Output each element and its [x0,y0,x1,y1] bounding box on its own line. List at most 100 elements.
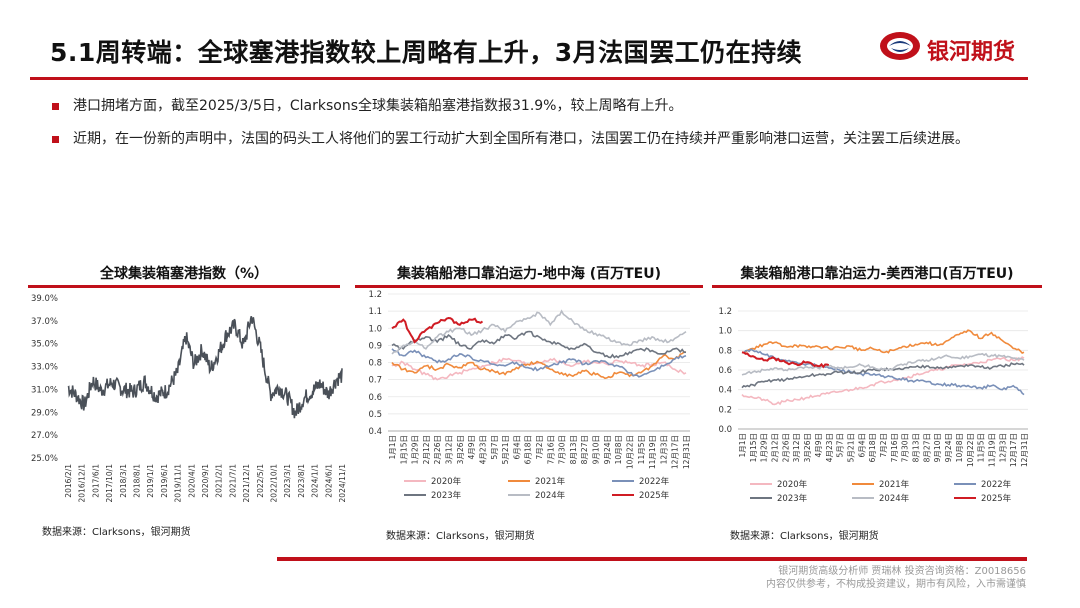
title-divider [30,77,1028,80]
footer-line-2: 内容仅供参考，不构成投资建议，期市有风险，入市需谨慎 [766,579,1026,590]
series-line-2023年 [391,330,687,359]
x-tick-label: 2018/8/1 [133,464,142,498]
x-tick-label: 2019/6/1 [160,464,169,498]
bullet-marker-icon [52,103,59,110]
bullet-2-text: 近期，在一份新的声明中，法国的码头工人将他们的罢工行动扩大到全国所有港口，法国罢… [73,131,969,147]
y-tick-label: 0.8 [718,346,732,356]
legend-label: 2025年 [981,493,1012,504]
x-tick-label: 7月30日 [901,433,910,462]
y-tick-label: 0.0 [718,425,732,435]
x-tick-label: 2019/11/1 [174,464,183,503]
x-tick-label: 6月4日 [857,433,866,458]
x-tick-label: 2023/3/1 [283,464,292,498]
legend-label: 2020年 [431,476,462,487]
series-line-congestion-index [67,316,343,419]
y-tick-label: 33.0% [31,363,58,373]
series-line-2025年 [391,316,484,344]
x-tick-label: 9月24日 [944,433,953,462]
x-tick-label: 11月19日 [987,433,996,467]
x-tick-label: 2022/10/1 [270,464,279,503]
x-tick-label: 12月31日 [1020,433,1029,467]
x-tick-label: 2017/10/1 [105,464,114,503]
page-title: 5.1周转端：全球塞港指数较上周略有上升，3月法国罢工仍在持续 [50,38,803,67]
legend-label: 2024年 [535,490,566,501]
series-line-2024年 [741,352,1025,376]
bullet-marker-icon [52,136,59,143]
x-tick-label: 8月13日 [569,435,578,464]
chart2-title-rule [355,285,703,288]
x-tick-label: 2021/12/1 [242,464,251,503]
x-tick-label: 2021/7/1 [228,464,237,498]
y-tick-label: 0.7 [368,376,382,386]
x-tick-label: 8月13日 [912,433,921,462]
legend-label: 2024年 [879,493,910,504]
x-tick-label: 2020/4/1 [187,464,196,498]
bullet-2: 近期，在一份新的声明中，法国的码头工人将他们的罢工行动扩大到全国所有港口，法国罢… [52,127,1045,152]
x-tick-label: 12月3日 [659,435,668,464]
brand-logo [880,32,920,60]
x-tick-label: 1月29日 [760,433,769,462]
x-tick-label: 8月27日 [580,435,589,464]
x-tick-label: 12月17日 [1009,433,1018,467]
x-tick-label: 9月10日 [933,433,942,462]
x-tick-label: 2017/6/1 [91,464,100,498]
x-tick-label: 7月16日 [890,433,899,462]
series-line-2022年 [391,348,687,378]
x-tick-label: 2019/1/1 [146,464,155,498]
x-tick-label: 5月7日 [490,435,499,460]
y-tick-label: 25.0% [31,454,58,464]
x-tick-label: 9月24日 [603,435,612,464]
x-tick-label: 7月16日 [546,435,555,464]
x-tick-label: 3月26日 [456,435,465,464]
x-tick-label: 2023/8/1 [297,464,306,498]
bullet-1: 港口拥堵方面，截至2025/3/5日，Clarksons全球集装箱船塞港指数报3… [52,94,1045,119]
y-tick-label: 1.2 [718,307,732,317]
x-tick-label: 2月12日 [422,435,431,464]
x-tick-label: 4月23日 [478,435,487,464]
bullet-1-text: 港口拥堵方面，截至2025/3/5日，Clarksons全球集装箱船塞港指数报3… [73,98,683,114]
y-tick-label: 1.0 [368,324,382,334]
footer-disclaimer: 银河期货高级分析师 贾瑞林 投资咨询资格：Z0018656 内容仅供参考，不构成… [766,565,1026,591]
x-tick-label: 7月2日 [535,435,544,460]
x-tick-label: 3月12日 [792,433,801,462]
x-tick-label: 1月1日 [738,433,747,458]
legend-label: 2025年 [639,490,670,501]
x-tick-label: 4月9日 [814,433,823,458]
chart2-source: 数据来源：Clarksons，银河期货 [386,531,535,542]
x-tick-label: 10月8日 [955,433,964,462]
chart-mediterranean-capacity: 0.4 0.5 0.6 0.7 0.8 0.9 1.0 1.1 1.2 1月1日 1月15日 1月29… [368,290,691,501]
x-tick-label: 5月21日 [501,435,510,464]
y-tick-label: 0.6 [368,393,382,403]
series-line-2021年 [391,351,687,380]
legend-label: 2023年 [431,490,462,501]
x-tick-label: 12月17日 [671,435,680,469]
x-tick-label: 4月9日 [467,435,476,460]
x-tick-label: 7月2日 [879,433,888,458]
x-tick-label: 3月26日 [803,433,812,462]
x-tick-label: 2016/12/1 [78,464,87,503]
x-tick-label: 2024/1/1 [311,464,320,498]
chart3-title-rule [712,285,1042,288]
series-line-2022年 [741,348,1025,396]
x-tick-label: 1月15日 [399,435,408,464]
x-tick-label: 5月7日 [836,433,845,458]
x-tick-label: 1月15日 [749,433,758,462]
footer-line-1: 银河期货高级分析师 贾瑞林 投资咨询资格：Z0018656 [778,566,1026,577]
legend-label: 2023年 [777,493,808,504]
series-line-2025年 [741,351,830,369]
series-line-2021年 [741,329,1025,354]
x-tick-label: 10月22日 [625,435,634,469]
x-tick-label: 12月3日 [998,433,1007,462]
y-tick-label: 37.0% [31,317,58,327]
x-tick-label: 2018/3/1 [119,464,128,498]
chart-us-west-capacity: 0.0 0.2 0.4 0.6 0.8 1.0 1.2 1月1日 1月15日 1月29日 2月12日… [718,307,1029,504]
x-tick-label: 2月26日 [433,435,442,464]
footer-divider [277,557,1027,561]
x-tick-label: 6月4日 [512,435,521,460]
chart2-title: 集装箱船港口靠泊运力-地中海 (百万TEU) [397,266,661,282]
x-tick-label: 10月22日 [966,433,975,467]
y-tick-label: 0.4 [368,427,382,437]
y-tick-label: 0.5 [368,410,382,420]
legend-label: 2022年 [981,479,1012,490]
legend-label: 2021年 [879,479,910,490]
